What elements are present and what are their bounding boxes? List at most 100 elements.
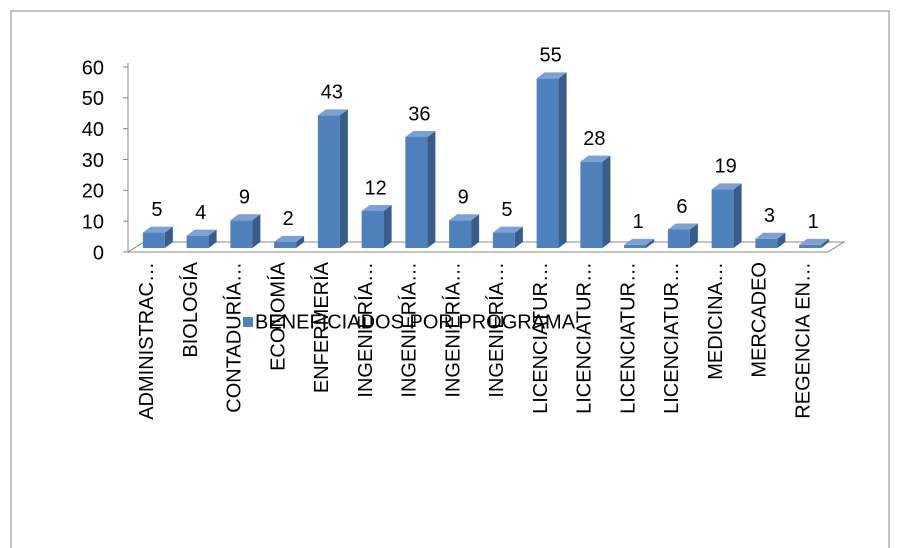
bar-front (317, 115, 340, 249)
data-label: 12 (365, 177, 387, 199)
bar-front (361, 211, 384, 248)
bar (186, 229, 217, 248)
bar-side (602, 155, 611, 248)
data-label: 4 (195, 202, 206, 224)
bar (230, 214, 261, 248)
bar-front (186, 235, 209, 248)
bar-side (471, 214, 480, 248)
bar-front (667, 229, 690, 248)
bar-front (492, 232, 515, 248)
bar (142, 226, 173, 248)
bar-front (755, 238, 778, 248)
bar-top (580, 155, 611, 162)
chart-frame (10, 10, 890, 548)
bar (580, 155, 611, 248)
bar (667, 223, 698, 248)
bar-side (296, 235, 305, 248)
y-tick-label: 50 (82, 88, 104, 110)
y-tick-label: 10 (82, 211, 104, 233)
data-label: 9 (239, 187, 250, 209)
data-label: 3 (764, 205, 775, 227)
bar-top (230, 214, 261, 221)
bar-side (252, 214, 261, 248)
bar-top (317, 109, 348, 116)
x-tick-label: LICENCIATUR… (530, 262, 552, 414)
x-tick-label: LICENCIATUR… (574, 262, 596, 414)
bar-side (164, 226, 173, 248)
bar (711, 183, 742, 248)
x-tick-label: ADMINISTRAC… (136, 262, 158, 420)
x-tick-label: LICENCIATUR… (617, 262, 639, 414)
data-label: 5 (151, 199, 162, 221)
bar-front (405, 137, 428, 248)
bar-side (646, 238, 655, 248)
bar (624, 238, 655, 248)
bar-side (733, 183, 742, 248)
bar-front (142, 232, 165, 248)
bar-front (624, 244, 647, 248)
data-label: 43 (321, 82, 343, 104)
data-label: 36 (408, 103, 430, 125)
bar-front (799, 244, 822, 248)
x-tick-label: REGENCIA EN… (792, 262, 814, 419)
y-tick-label: 20 (82, 181, 104, 203)
bar-top (449, 214, 480, 221)
y-tick-label: 40 (82, 119, 104, 141)
bar (405, 131, 436, 248)
bar-top (274, 235, 305, 242)
bar-top (405, 131, 436, 137)
data-label: 6 (676, 196, 687, 218)
x-tick-label: INGENIERÍA… (354, 262, 377, 398)
data-label: 19 (715, 156, 737, 178)
y-tick-label: 0 (93, 242, 104, 264)
bar-top (755, 232, 786, 239)
x-tick-label: INGENIERÍA… (441, 262, 464, 398)
y-tick-label: 60 (82, 57, 104, 79)
bar-top (186, 229, 217, 236)
bar-side (383, 205, 392, 248)
x-tick-label: LICENCIATUR… (661, 262, 683, 414)
bar (755, 232, 786, 248)
bar (492, 226, 523, 248)
bar (799, 238, 830, 248)
bar (449, 214, 480, 248)
bar-side (339, 109, 348, 249)
bar-side (427, 131, 436, 248)
x-tick-label: MERCADEO (749, 262, 771, 378)
legend-swatch (243, 317, 253, 327)
data-label: 55 (540, 45, 562, 67)
bar-side (689, 223, 698, 248)
bar-front (711, 189, 734, 248)
data-label: 2 (283, 208, 294, 230)
data-label: 1 (633, 211, 644, 233)
bar-side (208, 229, 217, 248)
bar-front (536, 78, 559, 249)
x-tick-label: ECONOMÍA (266, 261, 289, 371)
data-label: 28 (583, 128, 605, 150)
data-label: 5 (501, 199, 512, 221)
data-label: 1 (808, 211, 819, 233)
bar (361, 205, 392, 248)
x-tick-label: ENFERMERÍA (310, 261, 333, 393)
legend-label: BENEFICIADOS POR PROGRAMA (255, 311, 576, 333)
data-label: 9 (458, 187, 469, 209)
bar-top (142, 226, 173, 233)
bar-top (361, 205, 392, 211)
bar-front (230, 220, 253, 248)
bar-front (580, 161, 603, 248)
bar-top (667, 223, 698, 230)
bar-top (624, 238, 655, 245)
bar-side (558, 72, 567, 249)
bar-front (274, 241, 297, 248)
x-tick-label: CONTADURÍA… (223, 262, 246, 413)
bar-side (821, 238, 830, 248)
bar-top (536, 72, 567, 79)
floor (126, 241, 846, 253)
bar-front (449, 220, 472, 248)
x-tick-label: INGENIERÍA… (398, 262, 421, 398)
bar-top (492, 226, 523, 233)
bar-side (777, 232, 786, 248)
bar (317, 109, 348, 249)
bar-top (799, 238, 830, 245)
